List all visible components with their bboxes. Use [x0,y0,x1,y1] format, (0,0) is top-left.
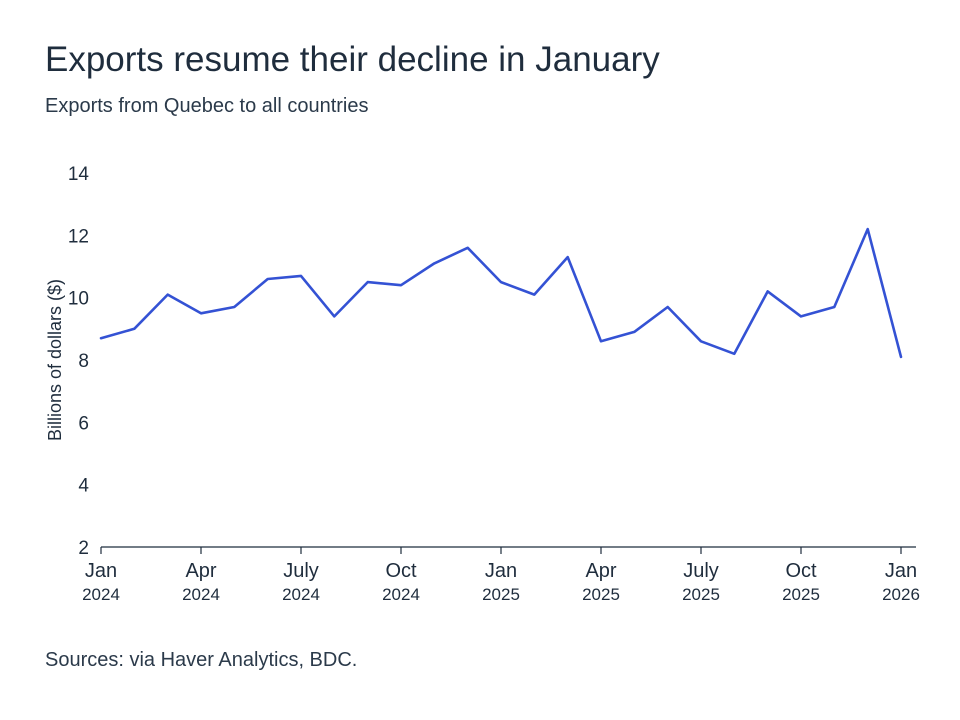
series-group [99,227,903,359]
x-tick-year-label: 2024 [182,585,220,604]
x-tick-month-label: Apr [585,560,616,582]
x-tick-year-label: 2024 [382,585,420,604]
chart-subtitle: Exports from Quebec to all countries [45,95,369,117]
x-tick-year-label: 2025 [682,585,720,604]
y-tick-label: 4 [78,476,89,497]
x-tick-year-label: 2024 [282,585,320,604]
y-tick-label: 10 [68,289,89,310]
x-axis: Jan 2024 Apr 2024 July 2024 Oct 2024 Jan 2025 Apr 2… [82,546,920,604]
x-tick-year-label: 2025 [482,585,520,604]
x-tick-year-label: 2026 [882,585,920,604]
y-tick-label: 8 [78,351,89,372]
x-tick-month-label: July [283,560,319,582]
y-tick-label: 12 [68,226,89,247]
x-tick-month-label: Apr [185,560,216,582]
y-tick-label: 14 [68,164,90,185]
y-axis-label: Billions of dollars ($) [45,279,65,441]
x-tick-month-label: July [683,560,719,582]
series-line [99,227,903,359]
y-tick-label: 2 [78,538,89,559]
x-tick-year-label: 2025 [582,585,620,604]
x-tick-month-label: Oct [785,560,817,582]
chart-source: Sources: via Haver Analytics, BDC. [45,649,358,671]
x-tick-month-label: Oct [385,560,417,582]
x-tick-year-label: 2025 [782,585,820,604]
chart-title: Exports resume their decline in January [45,40,660,79]
x-tick-month-label: Jan [485,560,517,582]
x-tick-month-label: Jan [85,560,117,582]
x-tick-year-label: 2024 [82,585,120,604]
y-axis: 2 4 6 8 10 12 14 [68,164,90,559]
y-tick-label: 6 [78,413,89,434]
x-tick-month-label: Jan [885,560,917,582]
